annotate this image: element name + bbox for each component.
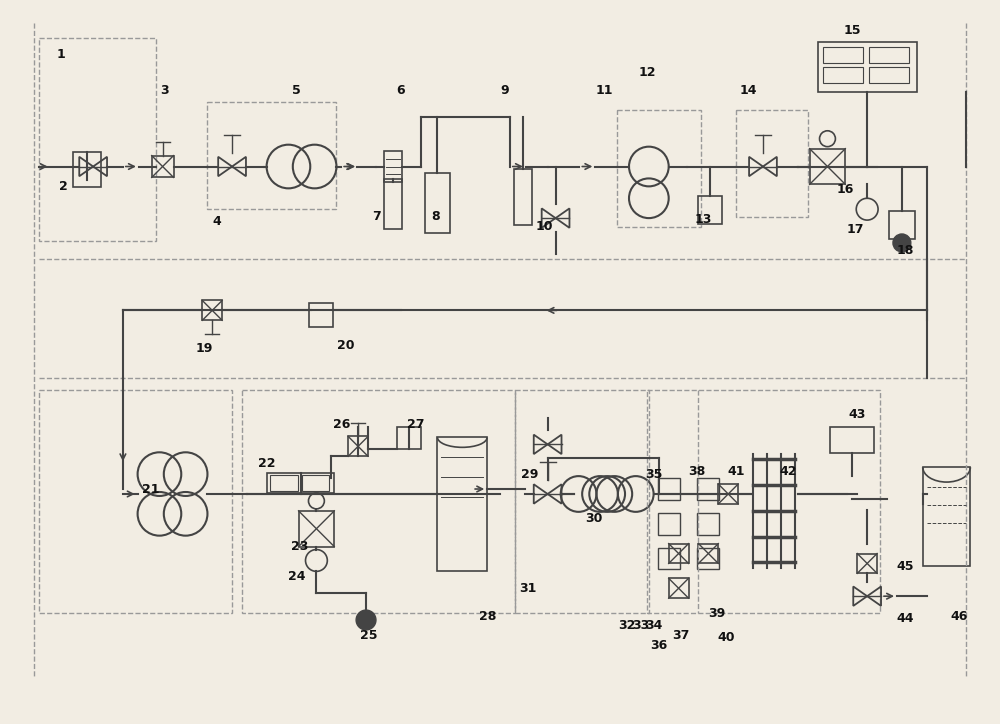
- Text: 4: 4: [213, 214, 222, 227]
- Circle shape: [356, 610, 376, 630]
- Text: 36: 36: [650, 639, 667, 652]
- Bar: [869, 67, 909, 83]
- Bar: [697, 478, 719, 500]
- Text: 9: 9: [501, 83, 509, 96]
- Text: 46: 46: [951, 610, 968, 623]
- Text: 39: 39: [708, 607, 725, 620]
- Text: 37: 37: [672, 629, 689, 642]
- Bar: [39, 390, 232, 613]
- Text: 18: 18: [896, 245, 914, 257]
- Text: 2: 2: [59, 180, 68, 193]
- Text: 17: 17: [847, 222, 864, 235]
- Text: 22: 22: [258, 457, 276, 470]
- Bar: [889, 211, 915, 239]
- Text: 6: 6: [396, 83, 405, 96]
- Text: 44: 44: [896, 612, 914, 625]
- Bar: [658, 513, 680, 534]
- Bar: [515, 390, 649, 613]
- Bar: [309, 303, 333, 327]
- Bar: [514, 169, 532, 225]
- Bar: [242, 390, 515, 613]
- Bar: [270, 475, 298, 491]
- Text: 25: 25: [360, 629, 378, 642]
- Bar: [73, 151, 101, 188]
- Bar: [830, 427, 874, 453]
- Bar: [207, 102, 336, 209]
- Text: 21: 21: [142, 482, 159, 495]
- Bar: [425, 174, 450, 233]
- Text: 45: 45: [896, 560, 914, 573]
- Text: 30: 30: [586, 513, 603, 526]
- Text: 8: 8: [431, 210, 440, 222]
- Bar: [302, 475, 329, 491]
- Text: 43: 43: [849, 408, 866, 421]
- Bar: [384, 151, 402, 182]
- Text: 11: 11: [595, 83, 613, 96]
- Text: 24: 24: [288, 570, 305, 583]
- Bar: [718, 484, 738, 504]
- Bar: [923, 467, 970, 566]
- Bar: [658, 547, 680, 569]
- Text: 14: 14: [739, 83, 757, 96]
- Bar: [39, 38, 156, 241]
- Text: 29: 29: [521, 468, 538, 481]
- Text: 7: 7: [373, 210, 381, 222]
- Text: 42: 42: [779, 465, 797, 478]
- Text: 23: 23: [291, 540, 308, 553]
- Text: 38: 38: [688, 465, 705, 478]
- Text: 19: 19: [196, 342, 213, 355]
- Bar: [669, 544, 689, 563]
- Bar: [736, 110, 808, 217]
- Bar: [857, 554, 877, 573]
- Bar: [152, 156, 174, 177]
- Bar: [810, 148, 845, 185]
- Bar: [348, 437, 368, 456]
- Bar: [698, 196, 722, 224]
- Bar: [202, 300, 222, 320]
- Text: 1: 1: [57, 48, 66, 61]
- Bar: [647, 390, 880, 613]
- Bar: [669, 578, 689, 598]
- Bar: [384, 180, 402, 229]
- Text: 32: 32: [618, 620, 636, 633]
- Text: 41: 41: [727, 465, 745, 478]
- Text: 31: 31: [519, 582, 536, 594]
- Bar: [818, 43, 917, 92]
- Bar: [658, 478, 680, 500]
- Text: 40: 40: [718, 631, 735, 644]
- Bar: [823, 48, 863, 63]
- Bar: [697, 547, 719, 569]
- Bar: [617, 110, 701, 227]
- Text: 33: 33: [632, 620, 650, 633]
- Text: 26: 26: [333, 418, 350, 431]
- Bar: [299, 511, 334, 547]
- Text: 5: 5: [292, 83, 301, 96]
- Bar: [697, 513, 719, 534]
- Text: 16: 16: [837, 183, 854, 195]
- Text: 10: 10: [536, 219, 553, 232]
- Text: 15: 15: [844, 24, 861, 37]
- Bar: [698, 544, 718, 563]
- Text: 34: 34: [645, 620, 662, 633]
- Bar: [869, 48, 909, 63]
- Text: 12: 12: [638, 66, 656, 79]
- Bar: [267, 473, 334, 493]
- Text: 27: 27: [407, 418, 424, 431]
- Bar: [823, 67, 863, 83]
- Bar: [437, 437, 487, 571]
- Text: 20: 20: [337, 339, 355, 352]
- Text: 28: 28: [479, 610, 497, 623]
- Text: 13: 13: [695, 213, 712, 226]
- Text: 35: 35: [645, 468, 662, 481]
- Circle shape: [893, 234, 911, 252]
- Text: 3: 3: [160, 83, 169, 96]
- Bar: [397, 427, 421, 450]
